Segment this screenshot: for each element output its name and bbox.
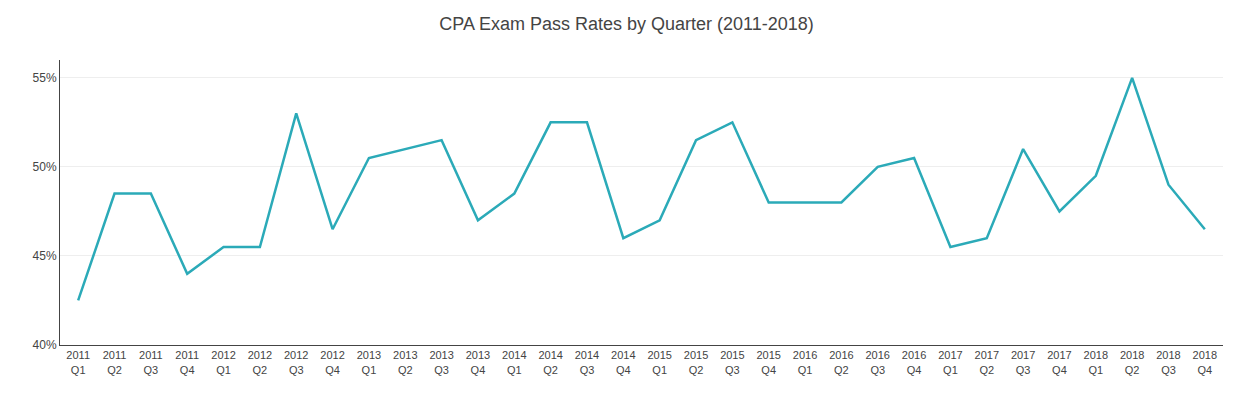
svg-text:2018Q2: 2018Q2 [1120,349,1144,375]
svg-text:CPA Exam Pass Rates by Quarter: CPA Exam Pass Rates by Quarter (2011-201… [439,14,814,34]
svg-text:2015Q3: 2015Q3 [720,349,744,375]
svg-text:50%: 50% [33,160,57,174]
svg-text:2012Q1: 2012Q1 [211,349,235,375]
svg-text:2013Q2: 2013Q2 [393,349,417,375]
svg-text:2013Q3: 2013Q3 [429,349,453,375]
svg-text:2018Q1: 2018Q1 [1084,349,1108,375]
svg-text:2017Q3: 2017Q3 [1011,349,1035,375]
svg-text:2014Q3: 2014Q3 [575,349,599,375]
svg-text:2014Q2: 2014Q2 [538,349,562,375]
svg-text:2016Q1: 2016Q1 [793,349,817,375]
svg-text:2016Q4: 2016Q4 [902,349,926,375]
svg-text:2012Q2: 2012Q2 [248,349,272,375]
svg-text:2017Q2: 2017Q2 [975,349,999,375]
svg-text:2011Q3: 2011Q3 [139,349,163,375]
svg-text:2014Q4: 2014Q4 [611,349,635,375]
svg-text:2011Q2: 2011Q2 [103,349,127,375]
svg-text:2017Q4: 2017Q4 [1047,349,1071,375]
svg-text:40%: 40% [33,338,57,352]
svg-text:2015Q1: 2015Q1 [647,349,671,375]
svg-text:2011Q4: 2011Q4 [175,349,199,375]
svg-text:2013Q1: 2013Q1 [357,349,381,375]
svg-text:2015Q2: 2015Q2 [684,349,708,375]
svg-text:55%: 55% [33,71,57,85]
svg-text:2013Q4: 2013Q4 [466,349,490,375]
svg-text:45%: 45% [33,249,57,263]
svg-text:2018Q4: 2018Q4 [1193,349,1217,375]
svg-text:2012Q3: 2012Q3 [284,349,308,375]
svg-text:2016Q2: 2016Q2 [829,349,853,375]
svg-text:2011Q1: 2011Q1 [66,349,90,375]
svg-text:2017Q1: 2017Q1 [938,349,962,375]
svg-text:2018Q3: 2018Q3 [1156,349,1180,375]
svg-text:2015Q4: 2015Q4 [756,349,780,375]
svg-text:2016Q3: 2016Q3 [865,349,889,375]
svg-text:2014Q1: 2014Q1 [502,349,526,375]
svg-text:2012Q4: 2012Q4 [320,349,344,375]
